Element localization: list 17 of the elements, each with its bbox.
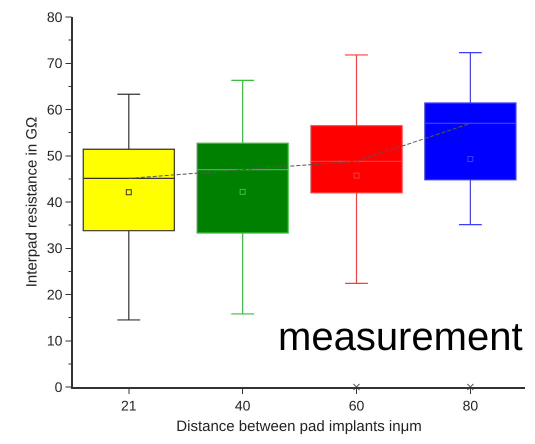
line-series bbox=[128, 122, 471, 179]
y-tick-label: 50 bbox=[46, 148, 63, 164]
x-tick-label: 21 bbox=[121, 398, 137, 414]
y-axis-title: Interpad resistance in GΩ bbox=[24, 116, 41, 288]
y-tick-label: 60 bbox=[46, 101, 63, 118]
y-tick-label: 20 bbox=[46, 286, 63, 302]
y-tick-label: 30 bbox=[46, 240, 63, 256]
y-tick-label: 40 bbox=[46, 194, 63, 210]
annotation: measurement bbox=[278, 315, 523, 359]
y-tick-label: 70 bbox=[46, 55, 63, 72]
x-tick-label: 60 bbox=[348, 398, 364, 414]
y-tick-label: 10 bbox=[46, 332, 63, 349]
y-tick-label: 0 bbox=[54, 378, 63, 395]
x-tick-label: 40 bbox=[234, 398, 251, 414]
x-axis-title: Distance between pad implants inμm bbox=[176, 418, 422, 436]
y-tick-label: 80 bbox=[46, 8, 63, 25]
x-tick-label: 80 bbox=[462, 398, 478, 414]
